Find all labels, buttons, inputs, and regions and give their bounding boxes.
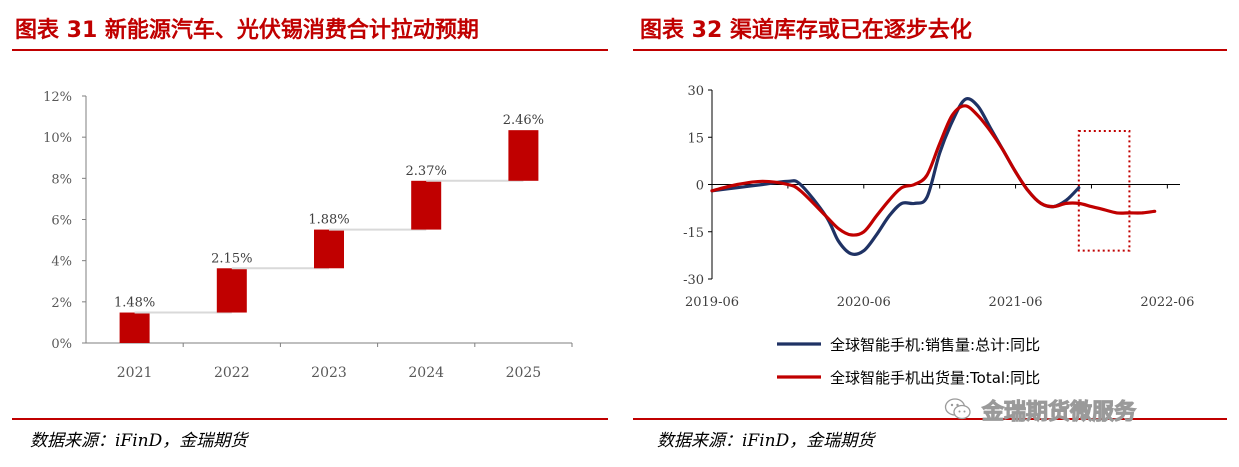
y-tick-label: 10% — [43, 131, 72, 146]
x-tick-label: 2024 — [408, 365, 444, 381]
right-chart-title: 图表 32 渠道库存或已在逐步去化 — [640, 18, 972, 43]
left-panel: 图表 31 新能源汽车、光伏锡消费合计拉动预期 0% 2% 4% 6% 8% 10% 12%… — [12, 18, 608, 451]
y-tick-label: 8% — [51, 172, 72, 187]
y-tick-label: 15 — [687, 131, 704, 146]
wechat-icon — [944, 398, 971, 420]
y-tick-label: 0% — [51, 337, 72, 352]
legend-label: 全球智能手机出货量:Total:同比 — [830, 369, 1040, 387]
y-tick-label: -30 — [683, 273, 704, 288]
waterfall-bar — [508, 130, 539, 181]
right-source-rule — [633, 418, 1227, 420]
left-source-note: 数据来源：iFinD，金瑞期货 — [30, 431, 248, 451]
right-source-note: 数据来源：iFinD，金瑞期货 — [657, 431, 875, 451]
watermark-text: 金瑞期货微服务 — [981, 400, 1137, 426]
x-tick-label: 2025 — [506, 365, 542, 381]
right-panel: 图表 32 渠道库存或已在逐步去化 -30 -15 0 15 30 2019-06 2020… — [627, 0, 1239, 467]
y-tick-label: 12% — [43, 90, 72, 105]
y-tick-label: -15 — [683, 226, 704, 241]
right-title-rule — [633, 49, 1227, 51]
waterfall-bar — [411, 180, 442, 230]
x-tick-label: 2019-06 — [685, 295, 739, 310]
y-tick-label: 0 — [696, 179, 704, 194]
legend-label: 全球智能手机:销售量:总计:同比 — [830, 336, 1040, 354]
bar-data-label: 1.88% — [308, 213, 349, 228]
series-line-shipments — [710, 104, 1157, 237]
left-chart-title: 图表 31 新能源汽车、光伏锡消费合计拉动预期 — [15, 18, 479, 43]
bar-data-label: 2.46% — [503, 113, 544, 128]
left-title-rule — [12, 49, 608, 51]
x-tick-label: 2021-06 — [989, 295, 1043, 310]
x-tick-label: 2023 — [311, 365, 347, 381]
waterfall-bar — [119, 312, 150, 343]
x-tick-label: 2022 — [214, 365, 250, 381]
x-tick-label: 2022-06 — [1140, 295, 1194, 310]
highlight-box — [1077, 129, 1131, 252]
bar-data-label: 2.15% — [211, 251, 252, 266]
y-tick-label: 30 — [687, 84, 704, 99]
waterfall-bar — [314, 229, 344, 269]
y-tick-label: 2% — [51, 296, 72, 311]
y-tick-label: 6% — [51, 214, 72, 229]
x-tick-label: 2021 — [117, 365, 153, 381]
line-chart: -30 -15 0 15 30 2019-06 2020-06 2021-06 2022-06 全… — [683, 84, 1194, 387]
waterfall-bar — [216, 268, 247, 313]
left-source-rule — [12, 418, 608, 420]
y-tick-label: 4% — [51, 255, 72, 270]
bar-data-label: 2.37% — [406, 164, 447, 179]
x-tick-label: 2020-06 — [837, 295, 891, 310]
bar-data-label: 1.48% — [114, 296, 155, 311]
series-line-sales — [710, 97, 1081, 257]
waterfall-chart: 0% 2% 4% 6% 8% 10% 12% 1.48% 2021 2.15% 2022 1.88% 2… — [43, 90, 573, 381]
